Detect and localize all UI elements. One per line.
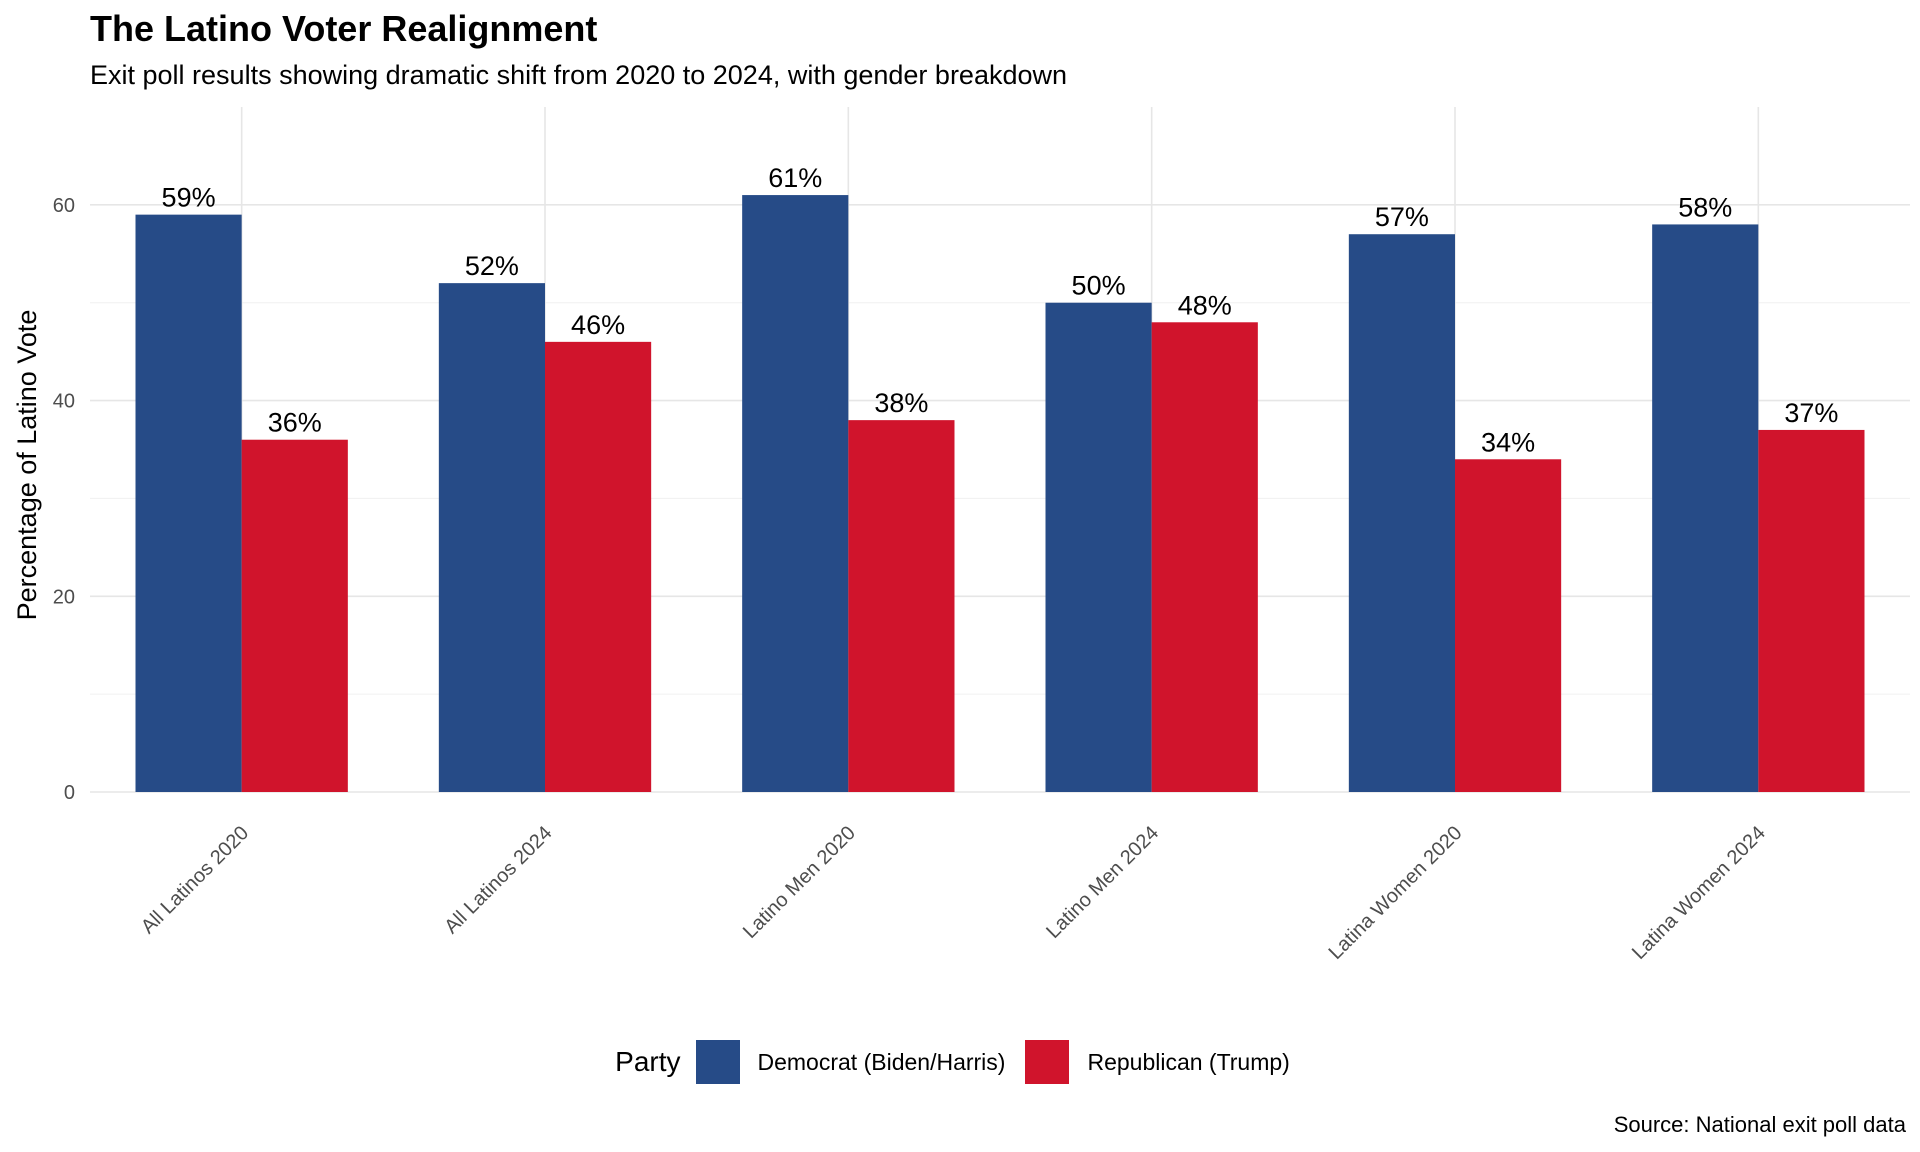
- x-tick-label: Latino Men 2020: [739, 822, 860, 943]
- chart-caption: Source: National exit poll data: [1613, 1112, 1906, 1137]
- data-label: 34%: [1481, 427, 1535, 457]
- data-label: 37%: [1784, 398, 1838, 428]
- legend-item-democrat: Democrat (Biden/Harris): [695, 1040, 1006, 1084]
- chart-title: The Latino Voter Realignment: [90, 8, 598, 49]
- data-label: 38%: [874, 388, 928, 418]
- bar: [742, 195, 849, 793]
- data-labels: 59% 52% 61% 50% 57% 58% 36% 46% 38% 48% 34% 37%: [162, 163, 1839, 457]
- y-tick-label: 0: [64, 782, 75, 804]
- legend-title: Party: [615, 1046, 681, 1077]
- data-label: 46%: [571, 310, 625, 340]
- legend-label-republican: Republican (Trump): [1087, 1048, 1290, 1075]
- bar: [848, 420, 955, 792]
- legend-swatch-republican: [1025, 1040, 1070, 1084]
- grid-lines: [90, 107, 1910, 793]
- data-label: 50%: [1072, 271, 1126, 301]
- bars: [135, 195, 1865, 793]
- bar: [1758, 429, 1865, 792]
- bar: [545, 341, 652, 792]
- legend-label-democrat: Democrat (Biden/Harris): [757, 1048, 1006, 1075]
- bar: [1045, 302, 1152, 792]
- x-tick-label: Latina Women 2020: [1325, 822, 1467, 964]
- chart-subtitle: Exit poll results showing dramatic shift…: [90, 60, 1068, 90]
- x-tick-label: All Latinos 2020: [137, 822, 253, 938]
- y-tick-label: 40: [53, 391, 75, 413]
- bar: [438, 283, 545, 792]
- legend-item-republican: Republican (Trump): [1025, 1040, 1290, 1084]
- x-axis-ticks: All Latinos 2020 All Latinos 2024 Latino M…: [137, 822, 1770, 964]
- data-label: 59%: [162, 183, 216, 213]
- bar: [1455, 459, 1562, 792]
- bar: [1151, 322, 1258, 792]
- data-label: 61%: [768, 163, 822, 193]
- y-axis-ticks: 0 20 40 60: [53, 195, 75, 804]
- legend: Party Democrat (Biden/Harris) Republican…: [0, 1040, 1920, 1084]
- y-axis-label: Percentage of Latino Vote: [12, 310, 42, 621]
- data-label: 58%: [1678, 192, 1732, 222]
- bar: [1652, 224, 1759, 792]
- data-label: 48%: [1178, 290, 1232, 320]
- bar: [1348, 234, 1455, 792]
- x-tick-label: Latino Men 2024: [1042, 822, 1163, 943]
- data-label: 36%: [268, 408, 322, 438]
- legend-swatch-democrat: [695, 1040, 740, 1084]
- data-label: 57%: [1375, 202, 1429, 232]
- data-label: 52%: [465, 251, 519, 281]
- x-tick-label: All Latinos 2024: [440, 822, 556, 938]
- bar: [241, 439, 348, 792]
- y-tick-label: 60: [53, 195, 75, 217]
- bar: [135, 214, 242, 793]
- y-tick-label: 20: [53, 586, 75, 608]
- x-tick-label: Latina Women 2024: [1628, 822, 1770, 964]
